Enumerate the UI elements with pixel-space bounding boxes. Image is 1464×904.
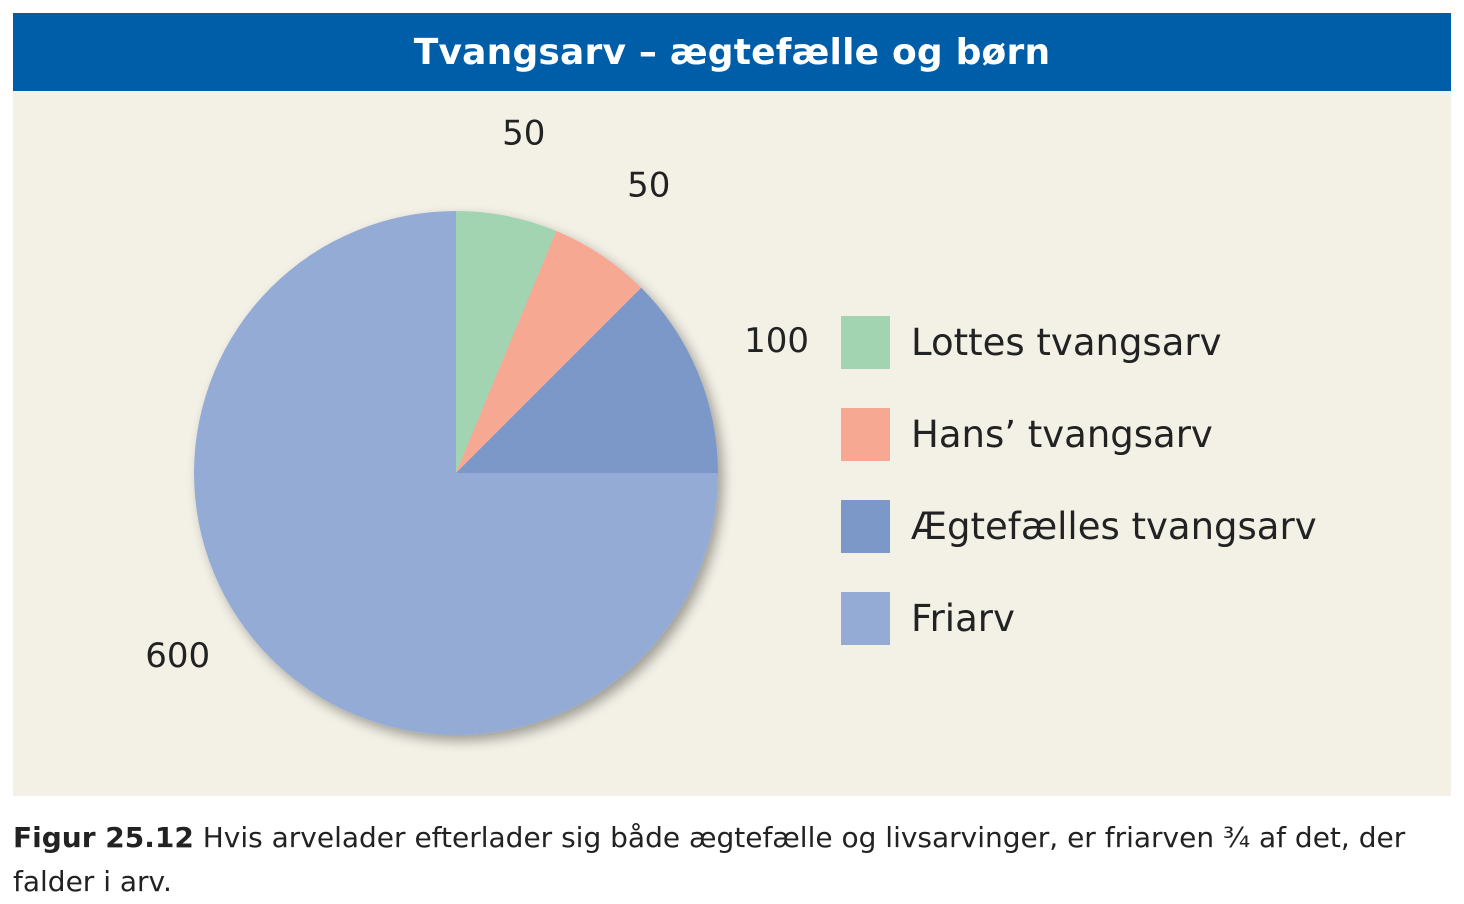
legend-swatch-gtef-lles-tvangsarv — [841, 500, 890, 553]
pie-slice-hans-tvangsarv — [456, 230, 642, 473]
legend-swatch-friarv — [841, 592, 890, 645]
legend-swatch-hans-tvangsarv — [841, 408, 890, 461]
chart-title-banner: Tvangsarv – ægtefælle og børn — [13, 13, 1451, 91]
value-label-lottes-tvangsarv: 50 — [502, 114, 545, 154]
figure-caption: Figur 25.12 Hvis arvelader efterlader si… — [13, 816, 1453, 904]
value-label-friarv: 600 — [145, 636, 210, 676]
pie-slice-lottes-tvangsarv — [456, 211, 557, 473]
figure-label: Figur 25.12 — [13, 821, 194, 854]
pie-slice-friarv — [194, 211, 718, 735]
legend-label-lottes-tvangsarv: Lottes tvangsarv — [911, 321, 1222, 364]
chart-panel: 50 50 100 600 Lottes tvangsarv Hans’ tvangsa… — [13, 91, 1451, 796]
legend-label-gtef-lles-tvangsarv: Ægtefælles tvangsarv — [911, 505, 1317, 548]
legend-label-hans-tvangsarv: Hans’ tvangsarv — [911, 413, 1213, 456]
pie-chart: 50 50 100 600 Lottes tvangsarv Hans’ tvangsa… — [145, 114, 1317, 735]
legend-label-friarv: Friarv — [911, 597, 1015, 640]
value-label-hans-tvangsarv: 50 — [627, 165, 670, 205]
chart-title: Tvangsarv – ægtefælle og børn — [413, 31, 1051, 73]
caption-text: Hvis arvelader efterlader sig både ægtef… — [13, 821, 1406, 898]
value-label-gtef-lles-tvangsarv: 100 — [744, 321, 809, 361]
pie-slice-gtef-lles-tvangsarv — [456, 287, 718, 473]
legend-swatch-lottes-tvangsarv — [841, 316, 890, 369]
